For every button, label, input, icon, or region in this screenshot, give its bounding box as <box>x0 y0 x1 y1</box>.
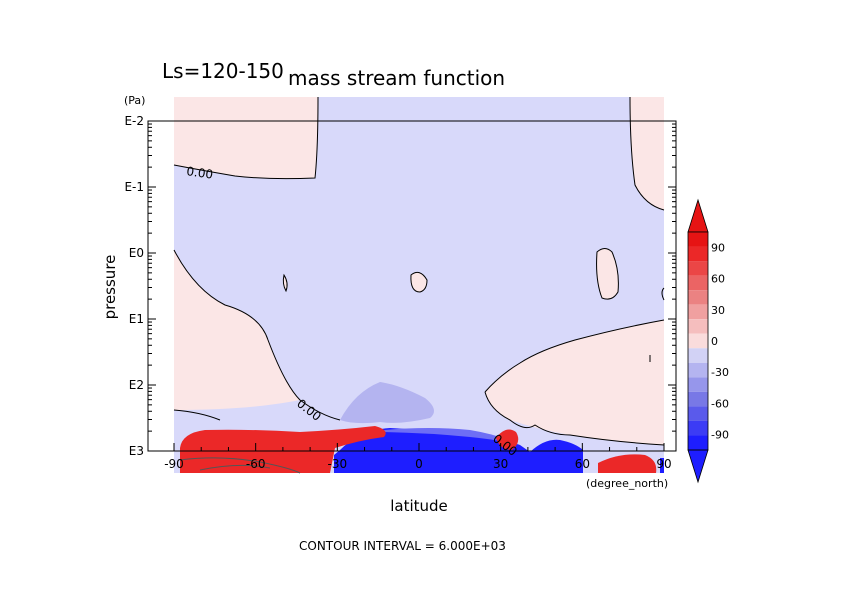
x-tick-label: 30 <box>493 457 508 471</box>
x-tick-label: 60 <box>575 457 590 471</box>
colorbar-label: 0 <box>711 335 718 348</box>
contour-label-upper-left: 0.00 <box>186 164 214 182</box>
colorbar-swatch <box>688 377 708 392</box>
negative-region-medium <box>340 382 434 424</box>
plot-frame <box>147 120 677 452</box>
positive-region-strong-center <box>496 429 519 450</box>
y-tick-label: E-2 <box>124 114 144 128</box>
x-axis: -90 -60 -30 0 30 60 90 <box>164 443 672 471</box>
x-unit-label: (degree_north) <box>586 477 668 490</box>
plot-area: 0.00 0.00 0.00 <box>173 96 665 474</box>
colorbar-frame <box>687 231 709 451</box>
y-tick-label: E2 <box>129 378 144 392</box>
colorbar-extend-min <box>687 449 709 484</box>
x-tick-label: -30 <box>328 457 348 471</box>
colorbar-swatch <box>688 319 708 334</box>
x-tick-label: 90 <box>656 457 671 471</box>
x-axis-label: latitude <box>390 497 448 515</box>
y-tick-label: E-1 <box>124 180 144 194</box>
y-tick-label: E3 <box>129 444 144 458</box>
colorbar-swatch <box>688 362 708 378</box>
season-label: Ls=120-150 <box>162 59 284 83</box>
colorbar-swatch <box>688 232 708 247</box>
y-axis: E-2 E-1 E0 E1 E2 E3 <box>124 114 676 458</box>
colorbar-label: -90 <box>711 428 729 441</box>
positive-region-strong-right <box>598 454 657 473</box>
y-axis-label: pressure <box>101 255 119 320</box>
colorbar: -90 -60 -30 0 30 60 90 <box>687 198 729 484</box>
colorbar-label: -30 <box>711 366 729 379</box>
y-unit-label: (Pa) <box>124 94 145 107</box>
y-tick-label: E1 <box>129 312 144 326</box>
colorbar-label: 90 <box>711 242 725 255</box>
contour-interval-note: CONTOUR INTERVAL = 6.000E+03 <box>299 539 506 553</box>
x-tick-label: -90 <box>164 457 184 471</box>
colorbar-swatch <box>688 333 708 349</box>
colorbar-label: -60 <box>711 397 729 410</box>
contour-lines <box>173 96 665 474</box>
positive-region-light <box>174 97 664 445</box>
negative-region-medium-low <box>384 428 520 445</box>
colorbar-swatch <box>688 348 708 363</box>
colorbar-swatch <box>688 290 708 305</box>
colorbar-swatch <box>688 391 708 407</box>
colorbar-swatch <box>688 304 708 320</box>
chart-title: mass stream function <box>288 66 505 90</box>
x-tick-label: -60 <box>246 457 266 471</box>
colorbar-swatch <box>688 246 708 262</box>
colorbar-swatch <box>688 435 708 450</box>
colorbar-swatch <box>688 261 708 276</box>
y-tick-label: E0 <box>129 246 144 260</box>
colorbar-swatch <box>688 406 708 421</box>
colorbar-swatch <box>688 420 708 436</box>
colorbar-label: 30 <box>711 304 725 317</box>
colorbar-extend-max <box>687 198 709 233</box>
x-tick-label: 0 <box>415 457 423 471</box>
negative-strip-edge <box>660 458 664 473</box>
colorbar-label: 60 <box>711 273 725 286</box>
colorbar-swatch <box>688 275 708 291</box>
